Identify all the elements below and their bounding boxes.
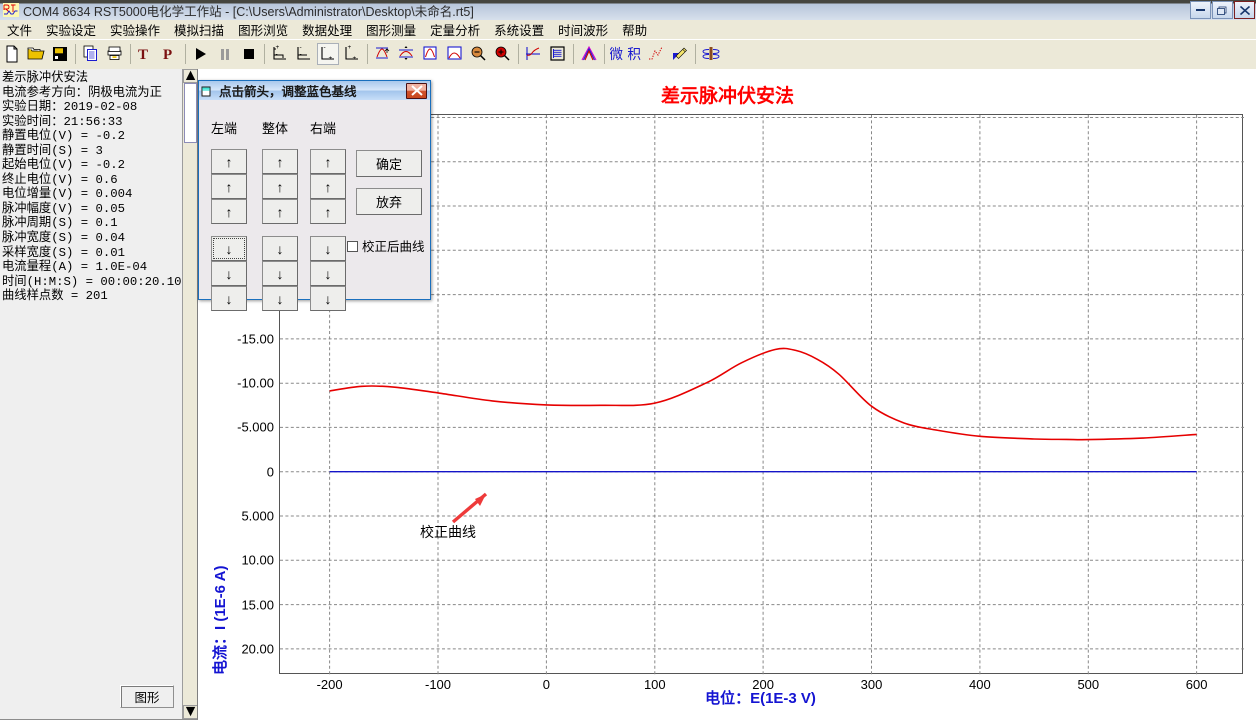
svg-text:+: + — [353, 55, 357, 62]
svg-text:+: + — [329, 55, 333, 62]
svg-text:-: - — [324, 45, 326, 51]
svg-text:+: + — [348, 45, 352, 51]
svg-text:微: 微 — [610, 46, 623, 62]
svg-text:T: T — [138, 47, 148, 62]
svg-text:P: P — [163, 47, 172, 62]
svg-text:积: 积 — [628, 46, 641, 62]
svg-text:校正曲线: 校正曲线 — [420, 524, 476, 540]
svg-text:-: - — [300, 51, 302, 58]
svg-text:-: - — [276, 51, 278, 58]
